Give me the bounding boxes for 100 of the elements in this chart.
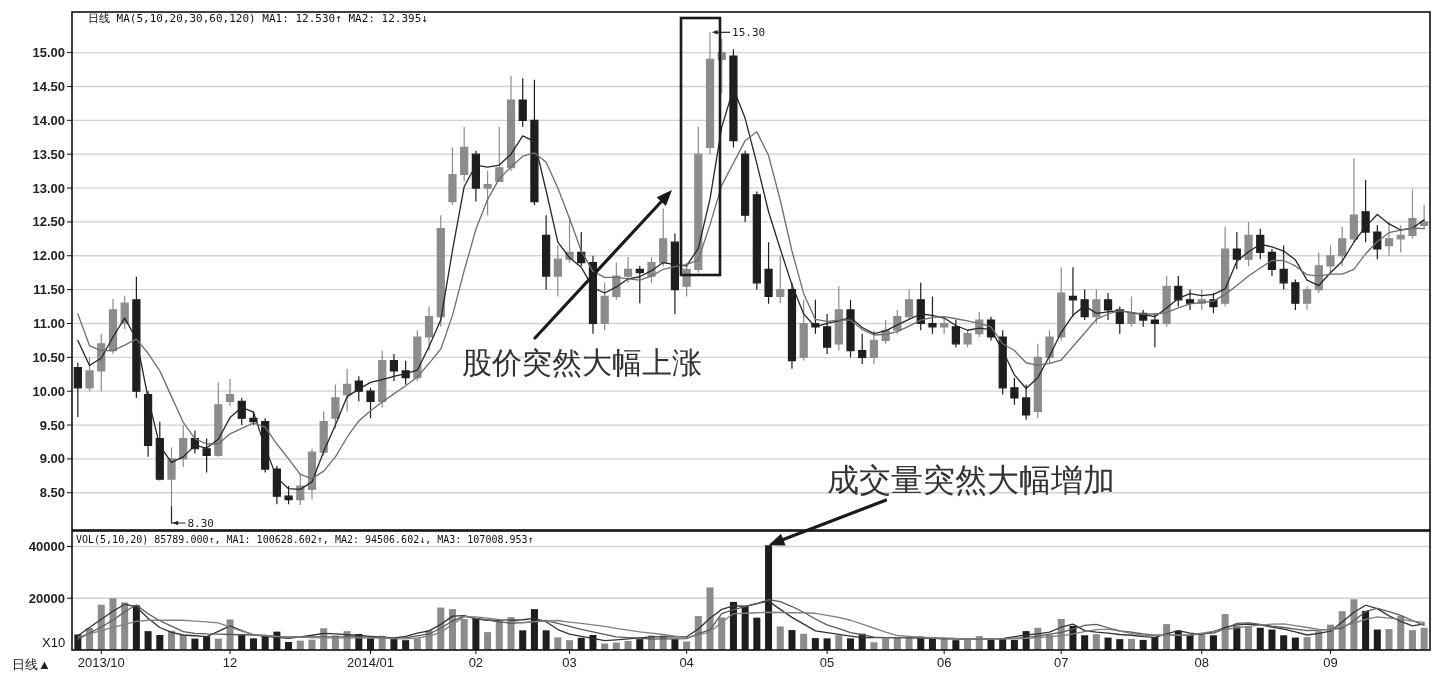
candlestick <box>1080 289 1089 321</box>
candlestick <box>916 282 925 331</box>
bar <box>156 635 164 650</box>
candlestick <box>542 214 551 291</box>
candlestick <box>694 126 703 274</box>
candlestick <box>343 368 352 413</box>
candlestick <box>214 381 223 458</box>
x-tick-label: 12 <box>222 655 238 670</box>
bar <box>179 635 187 650</box>
y-tick-label: 14.50 <box>32 78 65 94</box>
candlestick <box>1326 245 1335 274</box>
candlestick <box>963 329 972 348</box>
bar <box>203 636 211 650</box>
bar <box>823 638 831 650</box>
y-tick-label: 20000 <box>28 590 65 606</box>
y-tick-label: 9.50 <box>39 417 65 433</box>
bar <box>577 637 585 650</box>
x-tick-label: 2014/01 <box>347 655 395 670</box>
candlestick <box>237 397 246 426</box>
bar <box>835 635 843 650</box>
candlestick <box>495 126 504 182</box>
y-tick-label: 10.00 <box>32 383 65 399</box>
candlestick <box>1185 289 1195 311</box>
bar <box>847 638 855 650</box>
candlestick <box>869 329 879 365</box>
annotation: 股价突然大幅上涨 <box>462 346 702 379</box>
bar <box>811 638 819 650</box>
candlestick <box>1256 228 1265 260</box>
candlestick <box>143 390 153 458</box>
candlestick <box>1045 329 1054 365</box>
candlestick <box>928 295 937 335</box>
bar <box>519 630 527 650</box>
bar <box>800 633 808 650</box>
bar <box>1256 627 1264 650</box>
bar <box>741 605 749 650</box>
candlestick <box>319 410 328 457</box>
candlestick <box>1349 157 1359 243</box>
bar <box>249 638 257 650</box>
candlestick <box>85 356 94 392</box>
candlestick <box>811 299 820 335</box>
x-tick-label: 09 <box>1323 655 1338 670</box>
y-tick-label: 14.00 <box>32 112 65 128</box>
bar <box>542 630 550 650</box>
bar <box>683 641 691 650</box>
candlestick <box>764 241 773 305</box>
candlestick <box>1022 383 1031 421</box>
candlestick <box>1291 278 1300 311</box>
candlestick <box>1232 231 1241 270</box>
bar <box>1280 635 1288 650</box>
bar <box>1385 629 1393 650</box>
bar <box>636 639 644 650</box>
bar <box>367 638 375 650</box>
bar <box>776 626 784 650</box>
y-tick-label: 8.50 <box>39 485 65 501</box>
bar <box>1362 610 1370 650</box>
candlestick <box>167 446 176 507</box>
x-tick-label: 05 <box>819 655 835 670</box>
bar <box>402 640 410 650</box>
candlestick <box>1384 221 1394 257</box>
bar <box>530 609 538 650</box>
candlestick <box>506 75 516 172</box>
chart-title: 日线 MA(5,10,20,30,60,120) MA1: 12.530↑ MA2: 12.395↓ <box>88 12 428 25</box>
candlestick <box>951 319 960 348</box>
candlestick <box>1103 292 1113 321</box>
candlestick <box>1057 266 1066 342</box>
candlestick <box>366 387 375 419</box>
annotation: 15.30 <box>732 26 766 40</box>
candlestick <box>460 126 469 182</box>
candlestick <box>1267 248 1277 277</box>
candlestick <box>1162 275 1171 328</box>
candlestick <box>225 378 235 407</box>
candlestick <box>155 421 164 482</box>
chart-title: VOL(5,10,20) 85789.000↑, MA1: 100628.602↑, MA2: 94506.602↓, MA3: 107008.953↑ <box>76 534 534 545</box>
bar <box>612 642 620 650</box>
y-tick-label: 10.50 <box>32 349 65 365</box>
y-tick-label: 15.00 <box>32 45 65 61</box>
y-tick-label: 11.50 <box>33 282 65 298</box>
candlestick <box>331 383 340 430</box>
candlestick <box>998 329 1007 396</box>
bar <box>1420 627 1428 650</box>
bar <box>1186 635 1194 650</box>
text: 日线▲ <box>12 657 51 672</box>
candlestick <box>858 333 867 365</box>
x-tick-label: 2013/10 <box>77 655 125 670</box>
candlestick <box>1221 226 1230 308</box>
bar <box>1408 630 1416 650</box>
candlestick <box>424 305 434 352</box>
annotation: 8.30 <box>187 517 215 530</box>
bar <box>1268 629 1276 650</box>
candlestick <box>401 360 410 386</box>
bar <box>753 617 761 650</box>
bar <box>1373 629 1381 650</box>
bar <box>554 637 562 650</box>
x-tick-label: 04 <box>679 655 694 670</box>
candlestick <box>1174 275 1183 308</box>
annotation: 成交量突然大幅增加 <box>826 462 1115 499</box>
x-tick-label: 07 <box>1054 655 1069 670</box>
candlestick <box>822 313 832 355</box>
bar <box>987 639 995 650</box>
x-tick-label: 06 <box>936 655 952 670</box>
